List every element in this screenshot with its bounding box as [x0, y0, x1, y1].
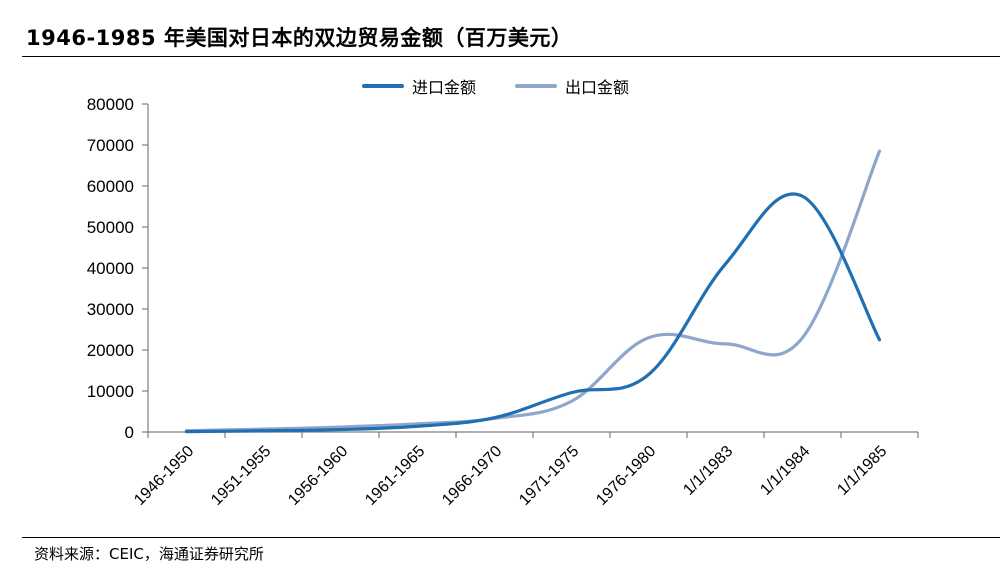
y-tick-label: 50000 [87, 218, 134, 237]
legend-label-export: 出口金额 [565, 78, 630, 97]
y-tick-label: 20000 [87, 341, 134, 360]
legend: 进口金额 出口金额 [0, 74, 1000, 98]
x-tick-label: 1961-1965 [362, 443, 428, 509]
x-tick-label: 1966-1970 [439, 443, 505, 509]
line-chart: 0 10000 20000 30000 40000 50000 60000 70000 8000… [87, 95, 919, 509]
x-tick-label: 1956-1960 [285, 443, 351, 509]
y-tick-label: 60000 [87, 177, 134, 196]
series-line-export [184, 149, 882, 433]
x-tick-label: 1/1/1985 [834, 443, 890, 499]
y-tick-label: 30000 [87, 300, 134, 319]
x-tick-label: 1/1/1983 [680, 443, 736, 499]
legend-label-import: 进口金额 [412, 78, 477, 97]
legend-swatch-export [515, 84, 557, 88]
series-line-import [184, 192, 882, 434]
legend-item-import: 进口金额 [362, 74, 476, 98]
y-tick-label: 70000 [87, 136, 134, 155]
chart-title: 1946-1985 年美国对日本的双边贸易金额（百万美元） [26, 26, 573, 50]
title-divider [22, 56, 1000, 57]
x-tick-label: 1951-1955 [208, 443, 274, 509]
x-tick-label: 1976-1980 [593, 443, 659, 509]
y-tick-label: 0 [125, 423, 134, 442]
source-note: 资料来源：CEIC，海通证券研究所 [34, 545, 264, 563]
y-tick-label: 40000 [87, 259, 134, 278]
x-tick-label: 1/1/1984 [757, 443, 813, 499]
source-divider [22, 537, 1000, 538]
x-tick-label: 1946-1950 [131, 443, 197, 509]
legend-swatch-import [362, 84, 404, 88]
y-tick-label: 10000 [87, 382, 134, 401]
x-tick-label: 1971-1975 [516, 443, 582, 509]
y-tick-label: 80000 [87, 95, 134, 114]
legend-item-export: 出口金额 [515, 74, 629, 98]
